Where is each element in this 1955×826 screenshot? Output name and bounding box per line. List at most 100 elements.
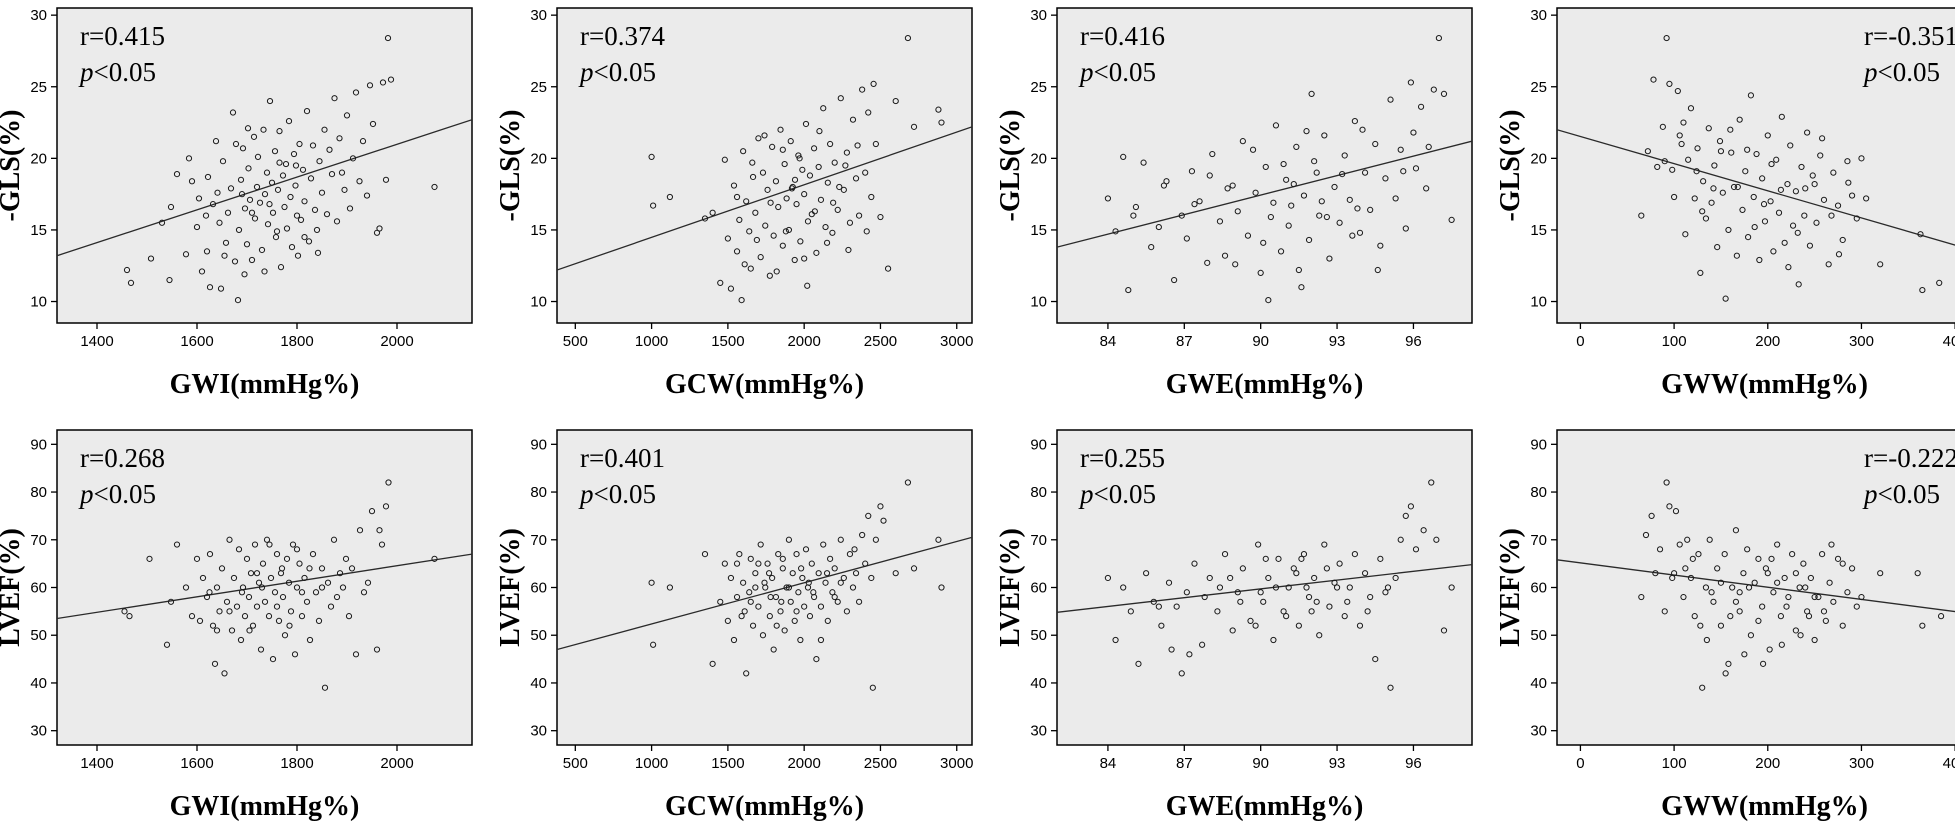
chart-3-point-85 bbox=[1313, 169, 1320, 176]
chart-1-point-82 bbox=[338, 169, 346, 176]
chart-4-point-85 bbox=[1760, 201, 1768, 208]
chart-1-point-24 bbox=[229, 109, 237, 116]
chart-4-p-value: p<0.05 bbox=[1862, 57, 1940, 87]
chart-4-point-83 bbox=[1727, 126, 1734, 133]
chart-7-point-22 bbox=[1260, 598, 1267, 605]
chart-5-point-33 bbox=[253, 603, 261, 610]
chart-8-point-20 bbox=[1714, 565, 1721, 572]
chart-1-point-36 bbox=[251, 215, 259, 222]
chart-3-point-43 bbox=[1356, 229, 1364, 236]
chart-6-point-34 bbox=[787, 598, 794, 605]
chart-5-point-80 bbox=[378, 541, 386, 548]
chart-6-point-13 bbox=[740, 579, 747, 586]
chart-1-point-55 bbox=[282, 160, 290, 168]
chart-8-point-6 bbox=[1663, 479, 1670, 486]
chart-1-point-111 bbox=[266, 201, 273, 208]
chart-8-point-81 bbox=[1759, 660, 1767, 667]
chart-3-plot-area bbox=[1056, 7, 1473, 324]
chart-5-point-90 bbox=[258, 584, 266, 591]
chart-1-point-69 bbox=[307, 175, 315, 182]
chart-7-ytick-label-3: 60 bbox=[1030, 580, 1047, 597]
chart-8-point-89 bbox=[1828, 541, 1835, 548]
chart-7-point-10 bbox=[1178, 670, 1185, 677]
chart-2-point-26 bbox=[770, 232, 777, 239]
chart-8-point-88 bbox=[1805, 613, 1813, 620]
chart-3-point-54 bbox=[1412, 165, 1420, 172]
chart-4-point-64 bbox=[1844, 158, 1851, 165]
chart-8-ytick-label-5: 80 bbox=[1530, 484, 1547, 501]
chart-8-point-13 bbox=[1687, 574, 1695, 582]
chart-2-point-10 bbox=[733, 248, 741, 255]
chart-8-point-83 bbox=[1797, 632, 1804, 639]
chart-5-point-44 bbox=[275, 617, 283, 625]
chart-2-point-5 bbox=[717, 279, 724, 287]
chart-5-point-3 bbox=[163, 641, 171, 648]
chart-4-point-60 bbox=[1825, 261, 1832, 268]
chart-5-point-66 bbox=[330, 536, 338, 543]
chart-5-point-32 bbox=[251, 541, 259, 548]
chart-5-point-98 bbox=[318, 584, 326, 591]
chart-1-point-41 bbox=[260, 126, 267, 133]
chart-6-point-85 bbox=[733, 560, 741, 567]
chart-8-point-72 bbox=[1717, 579, 1725, 586]
chart-1-point-30 bbox=[241, 205, 249, 212]
chart-2-point-76 bbox=[938, 119, 945, 126]
chart-3-p-value: p<0.05 bbox=[1078, 57, 1156, 87]
chart-5-p-value: p<0.05 bbox=[78, 479, 156, 509]
chart-5-point-1 bbox=[126, 613, 133, 620]
chart-2-point-40 bbox=[799, 166, 806, 173]
chart-2-point-79 bbox=[753, 236, 760, 244]
chart-4-point-94 bbox=[1863, 195, 1870, 202]
chart-2-point-65 bbox=[862, 169, 869, 176]
chart-3-point-18 bbox=[1229, 182, 1236, 189]
chart-1-point-95 bbox=[379, 79, 387, 86]
chart-8-point-49 bbox=[1822, 617, 1829, 625]
chart-2-point-94 bbox=[779, 146, 786, 153]
chart-3-point-17 bbox=[1221, 252, 1229, 259]
chart-6-point-68 bbox=[869, 684, 876, 691]
chart-6-point-40 bbox=[799, 574, 806, 582]
chart-8-point-70 bbox=[1820, 608, 1828, 615]
chart-4-point-58 bbox=[1817, 152, 1824, 159]
chart-4-point-15 bbox=[1694, 145, 1701, 152]
chart-4-ytick-label-4: 30 bbox=[1530, 7, 1547, 24]
chart-3-point-81 bbox=[1410, 129, 1417, 136]
chart-2-point-41 bbox=[801, 191, 808, 198]
chart-1-point-35 bbox=[250, 133, 258, 140]
chart-6-point-50 bbox=[820, 541, 827, 548]
chart-3-p-threshold: <0.05 bbox=[1094, 57, 1156, 87]
chart-2-point-69 bbox=[872, 140, 879, 148]
chart-2-point-30 bbox=[779, 242, 786, 249]
chart-5-point-46 bbox=[279, 593, 287, 601]
chart-3-point-0 bbox=[1104, 195, 1112, 202]
chart-6-point-29 bbox=[777, 608, 784, 615]
chart-8-point-38 bbox=[1781, 574, 1788, 582]
chart-1-point-12 bbox=[198, 268, 206, 275]
chart-7-point-60 bbox=[1216, 584, 1224, 591]
chart-8-point-16 bbox=[1699, 684, 1706, 691]
chart-2-point-55 bbox=[831, 159, 838, 166]
chart-2-point-71 bbox=[884, 265, 892, 272]
chart-5-point-12 bbox=[206, 550, 214, 558]
chart-2-point-20 bbox=[757, 254, 764, 261]
chart-3-ytick-label-3: 25 bbox=[1030, 79, 1047, 96]
chart-7-point-75 bbox=[1308, 608, 1315, 615]
chart-6-point-73 bbox=[904, 479, 912, 486]
chart-2-point-9 bbox=[730, 182, 738, 189]
chart-4-point-35 bbox=[1750, 193, 1757, 201]
chart-8-point-2 bbox=[1648, 512, 1655, 520]
chart-2: 10 15 20 25 30 500 1000 1500 2000 2500 3000 GCW(mmH… bbox=[495, 7, 973, 400]
chart-2-point-99 bbox=[842, 162, 849, 169]
chart-6-point-54 bbox=[829, 589, 836, 596]
chart-3-y-axis-label: -GLS(%) bbox=[995, 110, 1026, 222]
chart-1-point-11 bbox=[195, 195, 203, 202]
chart-6-point-70 bbox=[877, 503, 884, 510]
chart-1-ytick-label-3: 25 bbox=[30, 79, 47, 96]
chart-7-point-30 bbox=[1300, 550, 1308, 558]
chart-2-point-27 bbox=[772, 178, 780, 185]
chart-4-point-89 bbox=[1828, 212, 1835, 219]
chart-2-point-85 bbox=[804, 282, 811, 289]
chart-1-point-20 bbox=[219, 158, 227, 165]
chart-1-point-105 bbox=[294, 252, 302, 259]
chart-7-point-33 bbox=[1316, 632, 1323, 639]
